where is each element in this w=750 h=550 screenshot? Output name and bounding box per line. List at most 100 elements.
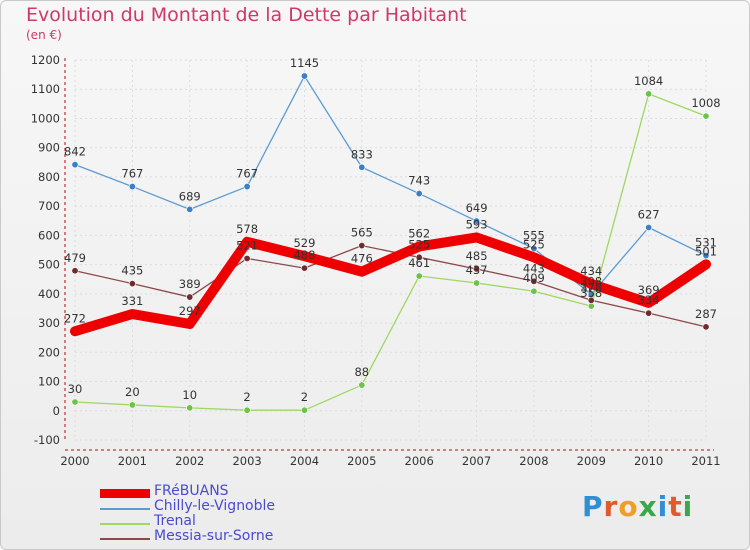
- y-tick-label: 600: [38, 228, 60, 242]
- data-label: 88: [354, 365, 369, 379]
- data-label: 378: [580, 280, 602, 294]
- data-point: [415, 190, 423, 198]
- legend-label: Trenal: [154, 513, 196, 529]
- data-label: 525: [523, 237, 545, 251]
- data-label: 30: [68, 382, 83, 396]
- data-label: 409: [523, 271, 545, 285]
- data-point: [473, 265, 481, 273]
- data-label: 593: [466, 217, 488, 231]
- legend-label: Chilly-le-Vignoble: [154, 498, 276, 514]
- data-label: 1008: [691, 96, 720, 110]
- data-point: [358, 381, 366, 389]
- y-tick-label: 500: [38, 258, 60, 272]
- data-label: 501: [695, 244, 717, 258]
- data-label: 479: [64, 251, 86, 265]
- data-label: 20: [125, 385, 140, 399]
- data-label: 689: [179, 189, 201, 203]
- legend-label: Messia-sur-Sorne: [154, 528, 274, 544]
- y-axis-unit: (en €): [26, 28, 62, 42]
- chart-title: Evolution du Montant de la Dette par Hab…: [26, 4, 467, 26]
- y-tick-label: 300: [38, 316, 60, 330]
- gridlines: [74, 59, 707, 441]
- legend-swatch: [100, 508, 150, 510]
- y-tick-label: 100: [38, 375, 60, 389]
- data-point: [473, 217, 481, 225]
- y-tick-label: 1100: [31, 82, 60, 96]
- series-line-messia-sur-sorne: [74, 244, 707, 328]
- logo-letter: i: [657, 490, 669, 523]
- data-point: [186, 293, 194, 301]
- data-label: 1084: [634, 74, 663, 88]
- data-label: 531: [695, 236, 717, 250]
- legend-item: Messia-sur-Sorne: [100, 528, 400, 545]
- logo-letter: x: [638, 490, 658, 523]
- proxiti-logo: Proxiti: [582, 490, 693, 523]
- data-point: [530, 277, 538, 285]
- data-label: 10: [182, 388, 197, 402]
- series-line-fr-buans: [70, 232, 711, 337]
- x-tick-label: 2004: [290, 454, 319, 468]
- data-point: [186, 404, 194, 412]
- data-point: [530, 287, 538, 295]
- y-tick-label: 1200: [31, 53, 60, 67]
- data-point: [71, 161, 79, 169]
- data-label: 476: [351, 252, 373, 266]
- data-point: [415, 272, 423, 280]
- data-label: 842: [64, 145, 86, 159]
- data-label: 297: [179, 304, 201, 318]
- data-label: 767: [236, 167, 258, 181]
- data-label: 562: [408, 226, 430, 240]
- series-line-trenal: [74, 93, 707, 411]
- x-tick-label: 2008: [519, 454, 548, 468]
- legend-item: Trenal: [100, 513, 400, 530]
- data-label: 461: [408, 256, 430, 270]
- data-point: [186, 205, 194, 213]
- x-tick-label: 2006: [405, 454, 434, 468]
- data-point: [415, 253, 423, 261]
- data-label: 488: [293, 248, 315, 262]
- data-point: [243, 254, 251, 262]
- legend-item: Chilly-le-Vignoble: [100, 498, 400, 515]
- axes: -100 0 100 200 300 400 500 600 700 800 900 1000 1100…: [31, 53, 721, 468]
- data-point: [128, 183, 136, 191]
- data-label: 767: [121, 167, 143, 181]
- y-tick-label: 900: [38, 141, 60, 155]
- legend-label: FRéBUANS: [154, 483, 229, 499]
- data-label: 435: [121, 264, 143, 278]
- data-point: [702, 112, 710, 120]
- data-label: 398: [580, 274, 602, 288]
- y-tick-label: 800: [38, 170, 60, 184]
- legend-swatch: [100, 523, 150, 525]
- data-label: 627: [638, 207, 660, 221]
- logo-letter: t: [668, 490, 683, 523]
- logo-letter: o: [618, 490, 639, 523]
- data-point: [71, 398, 79, 406]
- data-label: 649: [466, 201, 488, 215]
- data-label: 565: [351, 226, 373, 240]
- x-tick-label: 2007: [462, 454, 491, 468]
- data-label: 833: [351, 147, 373, 161]
- data-label: 2: [301, 390, 308, 404]
- data-point: [587, 296, 595, 304]
- data-label: 555: [523, 229, 545, 243]
- data-point: [645, 90, 653, 98]
- logo-letter: r: [603, 490, 619, 523]
- data-label: 485: [466, 249, 488, 263]
- data-point: [645, 223, 653, 231]
- data-label: 287: [695, 307, 717, 321]
- y-tick-label: 700: [38, 199, 60, 213]
- data-label: 2: [243, 390, 250, 404]
- data-label: 437: [466, 263, 488, 277]
- data-label: 331: [121, 294, 143, 308]
- data-point: [358, 242, 366, 250]
- data-label: 369: [638, 283, 660, 297]
- x-tick-label: 2011: [691, 454, 720, 468]
- legend-item: FRéBUANS: [100, 483, 400, 500]
- legend-swatch: [100, 538, 150, 540]
- y-tick-label: 0: [53, 404, 60, 418]
- x-tick-label: 2003: [232, 454, 261, 468]
- logo-letter: i: [682, 490, 694, 523]
- data-label: 743: [408, 174, 430, 188]
- data-label: 525: [408, 237, 430, 251]
